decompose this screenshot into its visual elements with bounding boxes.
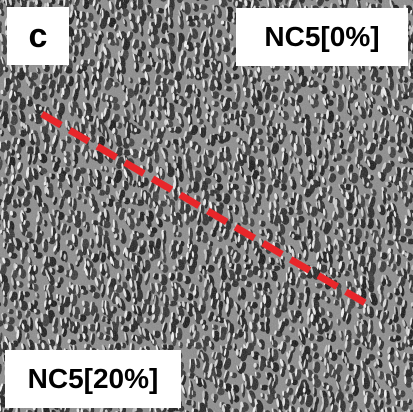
sample-label-top-right: NC5[0%]: [236, 8, 408, 66]
sample-label-bottom-left: NC5[20%]: [5, 350, 181, 408]
panel-letter-label: c: [7, 7, 69, 65]
